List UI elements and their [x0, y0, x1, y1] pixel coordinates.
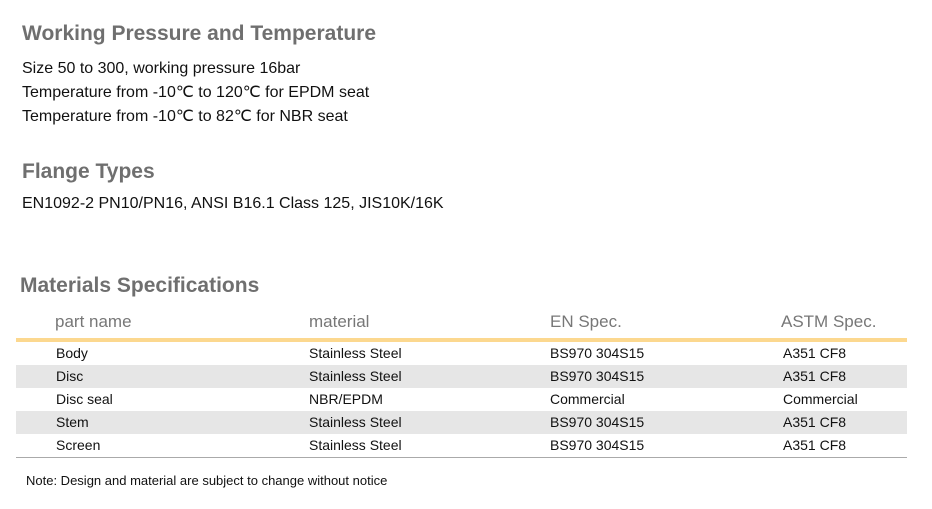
table-header: part name material EN Spec. ASTM Spec.: [16, 306, 907, 338]
cell: Stainless Steel: [309, 414, 402, 430]
pressure-line: Temperature from -10℃ to 120℃ for EPDM s…: [22, 84, 370, 101]
materials-heading: Materials Specifications: [20, 274, 260, 297]
header-part-name: part name: [55, 312, 132, 331]
cell: Stainless Steel: [309, 368, 402, 384]
cell: NBR/EPDM: [309, 391, 383, 407]
note-text: Note: Design and material are subject to…: [26, 473, 388, 488]
cell: BS970 304S15: [550, 345, 645, 361]
header-astm-spec: ASTM Spec.: [781, 312, 877, 331]
cell: BS970 304S15: [550, 368, 645, 384]
flange-heading: Flange Types: [22, 160, 155, 183]
pressure-heading: Working Pressure and Temperature: [22, 22, 376, 45]
cell: Stem: [56, 414, 89, 430]
header-en-spec: EN Spec.: [550, 312, 622, 331]
cell: A351 CF8: [783, 437, 847, 453]
cell: BS970 304S15: [550, 414, 645, 430]
table-row: Disc seal NBR/EPDM Commercial Commercial: [16, 388, 907, 411]
cell: Stainless Steel: [309, 437, 402, 453]
table-row: Body Stainless Steel BS970 304S15 A351 CF8: [16, 342, 907, 365]
pressure-line: Temperature from -10℃ to 82℃ for NBR sea…: [22, 108, 348, 125]
cell: A351 CF8: [783, 368, 847, 384]
header-material: material: [309, 312, 370, 331]
cell: Screen: [56, 437, 101, 453]
materials-table: part name material EN Spec. ASTM Spec. B…: [16, 306, 907, 458]
cell: Stainless Steel: [309, 345, 402, 361]
cell: Body: [56, 345, 88, 361]
pressure-line: Size 50 to 300, working pressure 16bar: [22, 60, 301, 77]
table-bottom-border: [16, 457, 907, 458]
cell: Commercial: [783, 391, 858, 407]
cell: Disc: [56, 368, 84, 384]
flange-text: EN1092-2 PN10/PN16, ANSI B16.1 Class 125…: [22, 195, 444, 212]
table-row: Disc Stainless Steel BS970 304S15 A351 CF8: [16, 365, 907, 388]
cell: BS970 304S15: [550, 437, 645, 453]
header-divider: [16, 338, 907, 342]
table-row: Stem Stainless Steel BS970 304S15 A351 CF8: [16, 411, 907, 434]
cell: Commercial: [550, 391, 625, 407]
cell: A351 CF8: [783, 345, 847, 361]
cell: A351 CF8: [783, 414, 847, 430]
cell: Disc seal: [56, 391, 113, 407]
table-row: Screen Stainless Steel BS970 304S15 A351 CF…: [16, 434, 907, 457]
